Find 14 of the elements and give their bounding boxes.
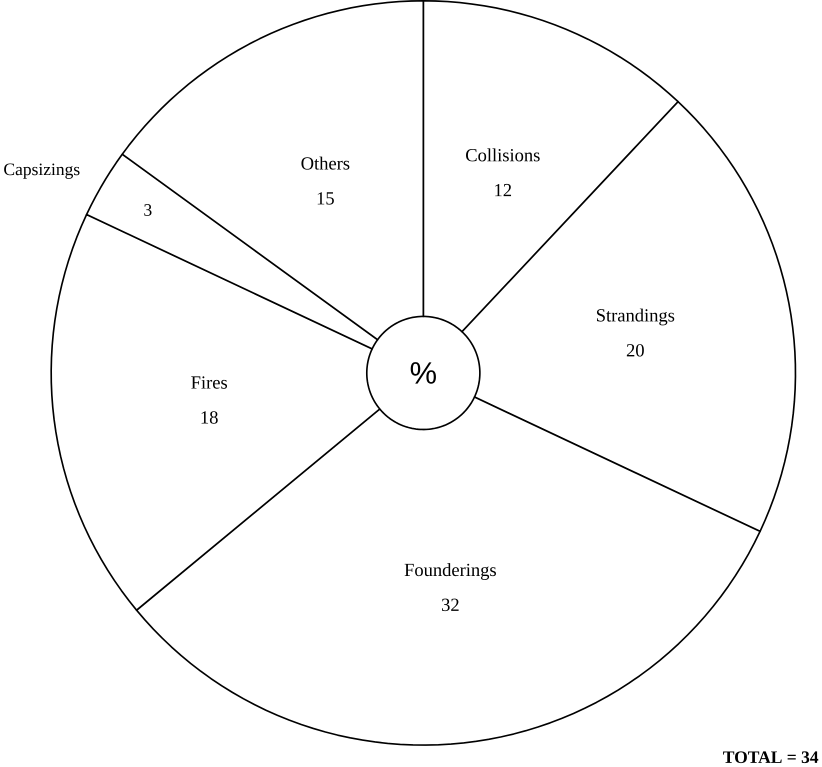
text: TOTAL = 34 bbox=[723, 752, 818, 764]
slice-label: Founderings bbox=[404, 563, 496, 580]
data-label: 3 bbox=[144, 204, 152, 216]
slice-label: Strandings bbox=[596, 308, 674, 326]
slice-label: Fires bbox=[191, 376, 228, 389]
text: % bbox=[410, 362, 436, 384]
data-label: 18 bbox=[202, 411, 218, 424]
data-label: 15 bbox=[318, 192, 334, 205]
slice-label: Capsizings bbox=[4, 164, 80, 180]
slice-label: Others bbox=[301, 156, 350, 170]
data-label: 20 bbox=[626, 344, 644, 357]
data-label: 12 bbox=[495, 184, 512, 196]
slice-label: Collisions bbox=[466, 148, 540, 162]
data-label: 32 bbox=[442, 598, 459, 612]
